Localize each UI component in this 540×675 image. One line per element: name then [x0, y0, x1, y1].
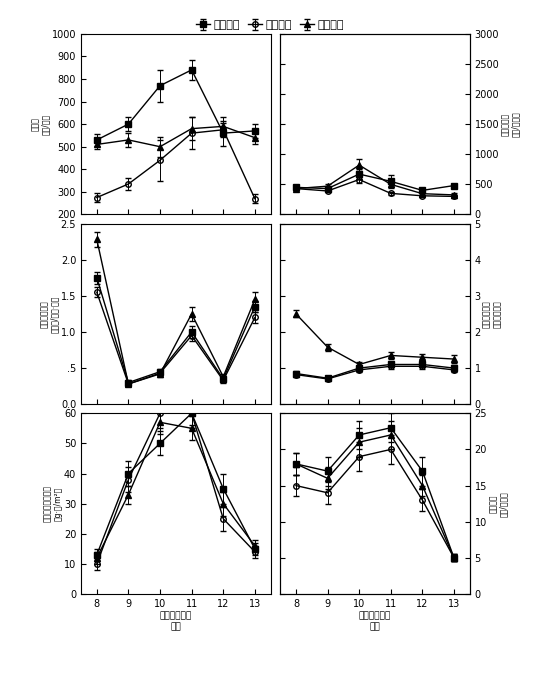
Y-axis label: 二化蟟蛀茎率
（以百丛计）: 二化蟟蛀茎率 （以百丛计） — [482, 300, 502, 328]
X-axis label: 水稼移栽周数
晚稼: 水稼移栽周数 晚稼 — [359, 612, 391, 631]
Legend: 常规水稺, 传统鸭稺, 两鸭套养: 常规水稺, 传统鸭稺, 两鸭套养 — [192, 16, 348, 34]
Y-axis label: 稼田杂草鲜草重量
（g·田/m²）: 稼田杂草鲜草重量 （g·田/m²） — [43, 485, 63, 522]
Y-axis label: 稼纵卷叶蟟
（头/百丛）: 稼纵卷叶蟟 （头/百丛） — [501, 111, 520, 137]
X-axis label: 水稼移栽周数
早稼: 水稼移栽周数 早稼 — [160, 612, 192, 631]
Y-axis label: 稼田杂草
（种/百丛）: 稼田杂草 （种/百丛） — [489, 491, 508, 516]
Y-axis label: 三化蟟钒蛀率
（蛀茎/百丛·天）: 三化蟟钒蛀率 （蛀茎/百丛·天） — [40, 295, 59, 333]
Y-axis label: 稼飞虏
（头/丛）: 稼飞虏 （头/丛） — [31, 113, 50, 135]
